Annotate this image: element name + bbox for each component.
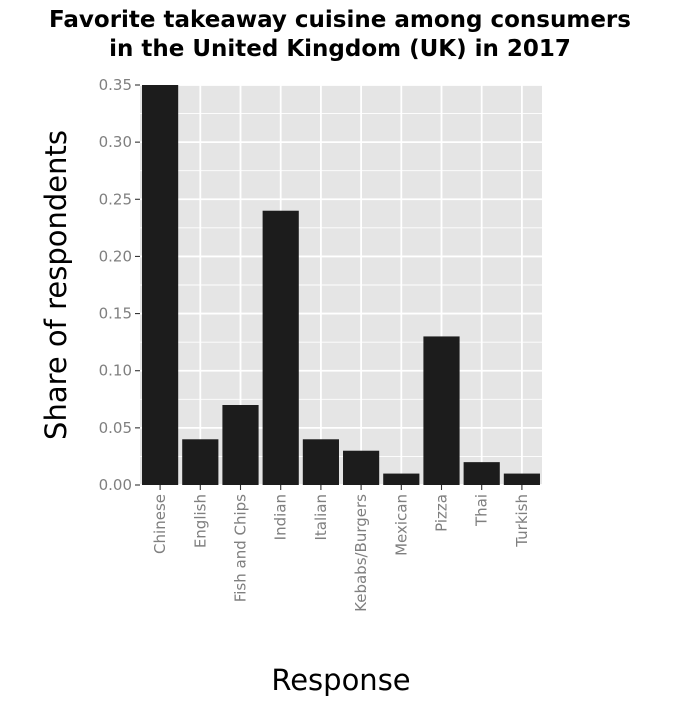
x-tick-label: Chinese (151, 494, 169, 554)
bars (142, 85, 540, 485)
bar-chinese (142, 85, 179, 485)
x-tick-label: Thai (473, 494, 491, 527)
y-axis: 0.00 0.05 0.10 0.15 0.20 0.25 0.30 0.35 (99, 76, 140, 494)
x-tick-label: Turkish (513, 494, 531, 548)
chart-title-line-1: Favorite takeaway cuisine among consumer… (49, 7, 631, 33)
bar-fish-and-chips (222, 405, 259, 485)
y-tick-label: 0.35 (99, 76, 132, 94)
x-tick-label: Fish and Chips (232, 494, 250, 602)
x-tick-label: English (191, 494, 209, 548)
bar-mexican (383, 473, 420, 485)
x-tick-label: Mexican (392, 494, 410, 556)
y-tick-label: 0.20 (99, 247, 132, 265)
y-axis-title: Share of respondents (39, 130, 73, 440)
x-tick-label: Kebabs/Burgers (352, 494, 370, 612)
x-axis-title: Response (271, 663, 410, 697)
x-tick-label: Italian (312, 494, 330, 541)
bar-pizza (423, 336, 460, 485)
chart-title: Favorite takeaway cuisine among consumer… (0, 6, 680, 64)
y-tick-label: 0.25 (99, 190, 132, 208)
y-tick-label: 0.30 (99, 133, 132, 151)
bar-italian (302, 439, 339, 485)
x-axis: Chinese English Fish and Chips Indian Italia… (151, 485, 531, 612)
bar-indian (262, 210, 299, 485)
y-tick-label: 0.05 (99, 419, 132, 437)
chart-title-line-2: in the United Kingdom (UK) in 2017 (109, 36, 571, 62)
bar-thai (463, 462, 500, 485)
bar-english (182, 439, 219, 485)
bar-turkish (503, 473, 540, 485)
minor-gridlines (140, 113, 542, 457)
y-tick-label: 0.15 (99, 305, 132, 323)
x-tick-label: Pizza (433, 494, 451, 532)
x-tick-label: Indian (272, 494, 290, 540)
y-tick-label: 0.10 (99, 362, 132, 380)
y-tick-label: 0.00 (99, 476, 132, 494)
bar-kebabs-burgers (343, 450, 380, 485)
